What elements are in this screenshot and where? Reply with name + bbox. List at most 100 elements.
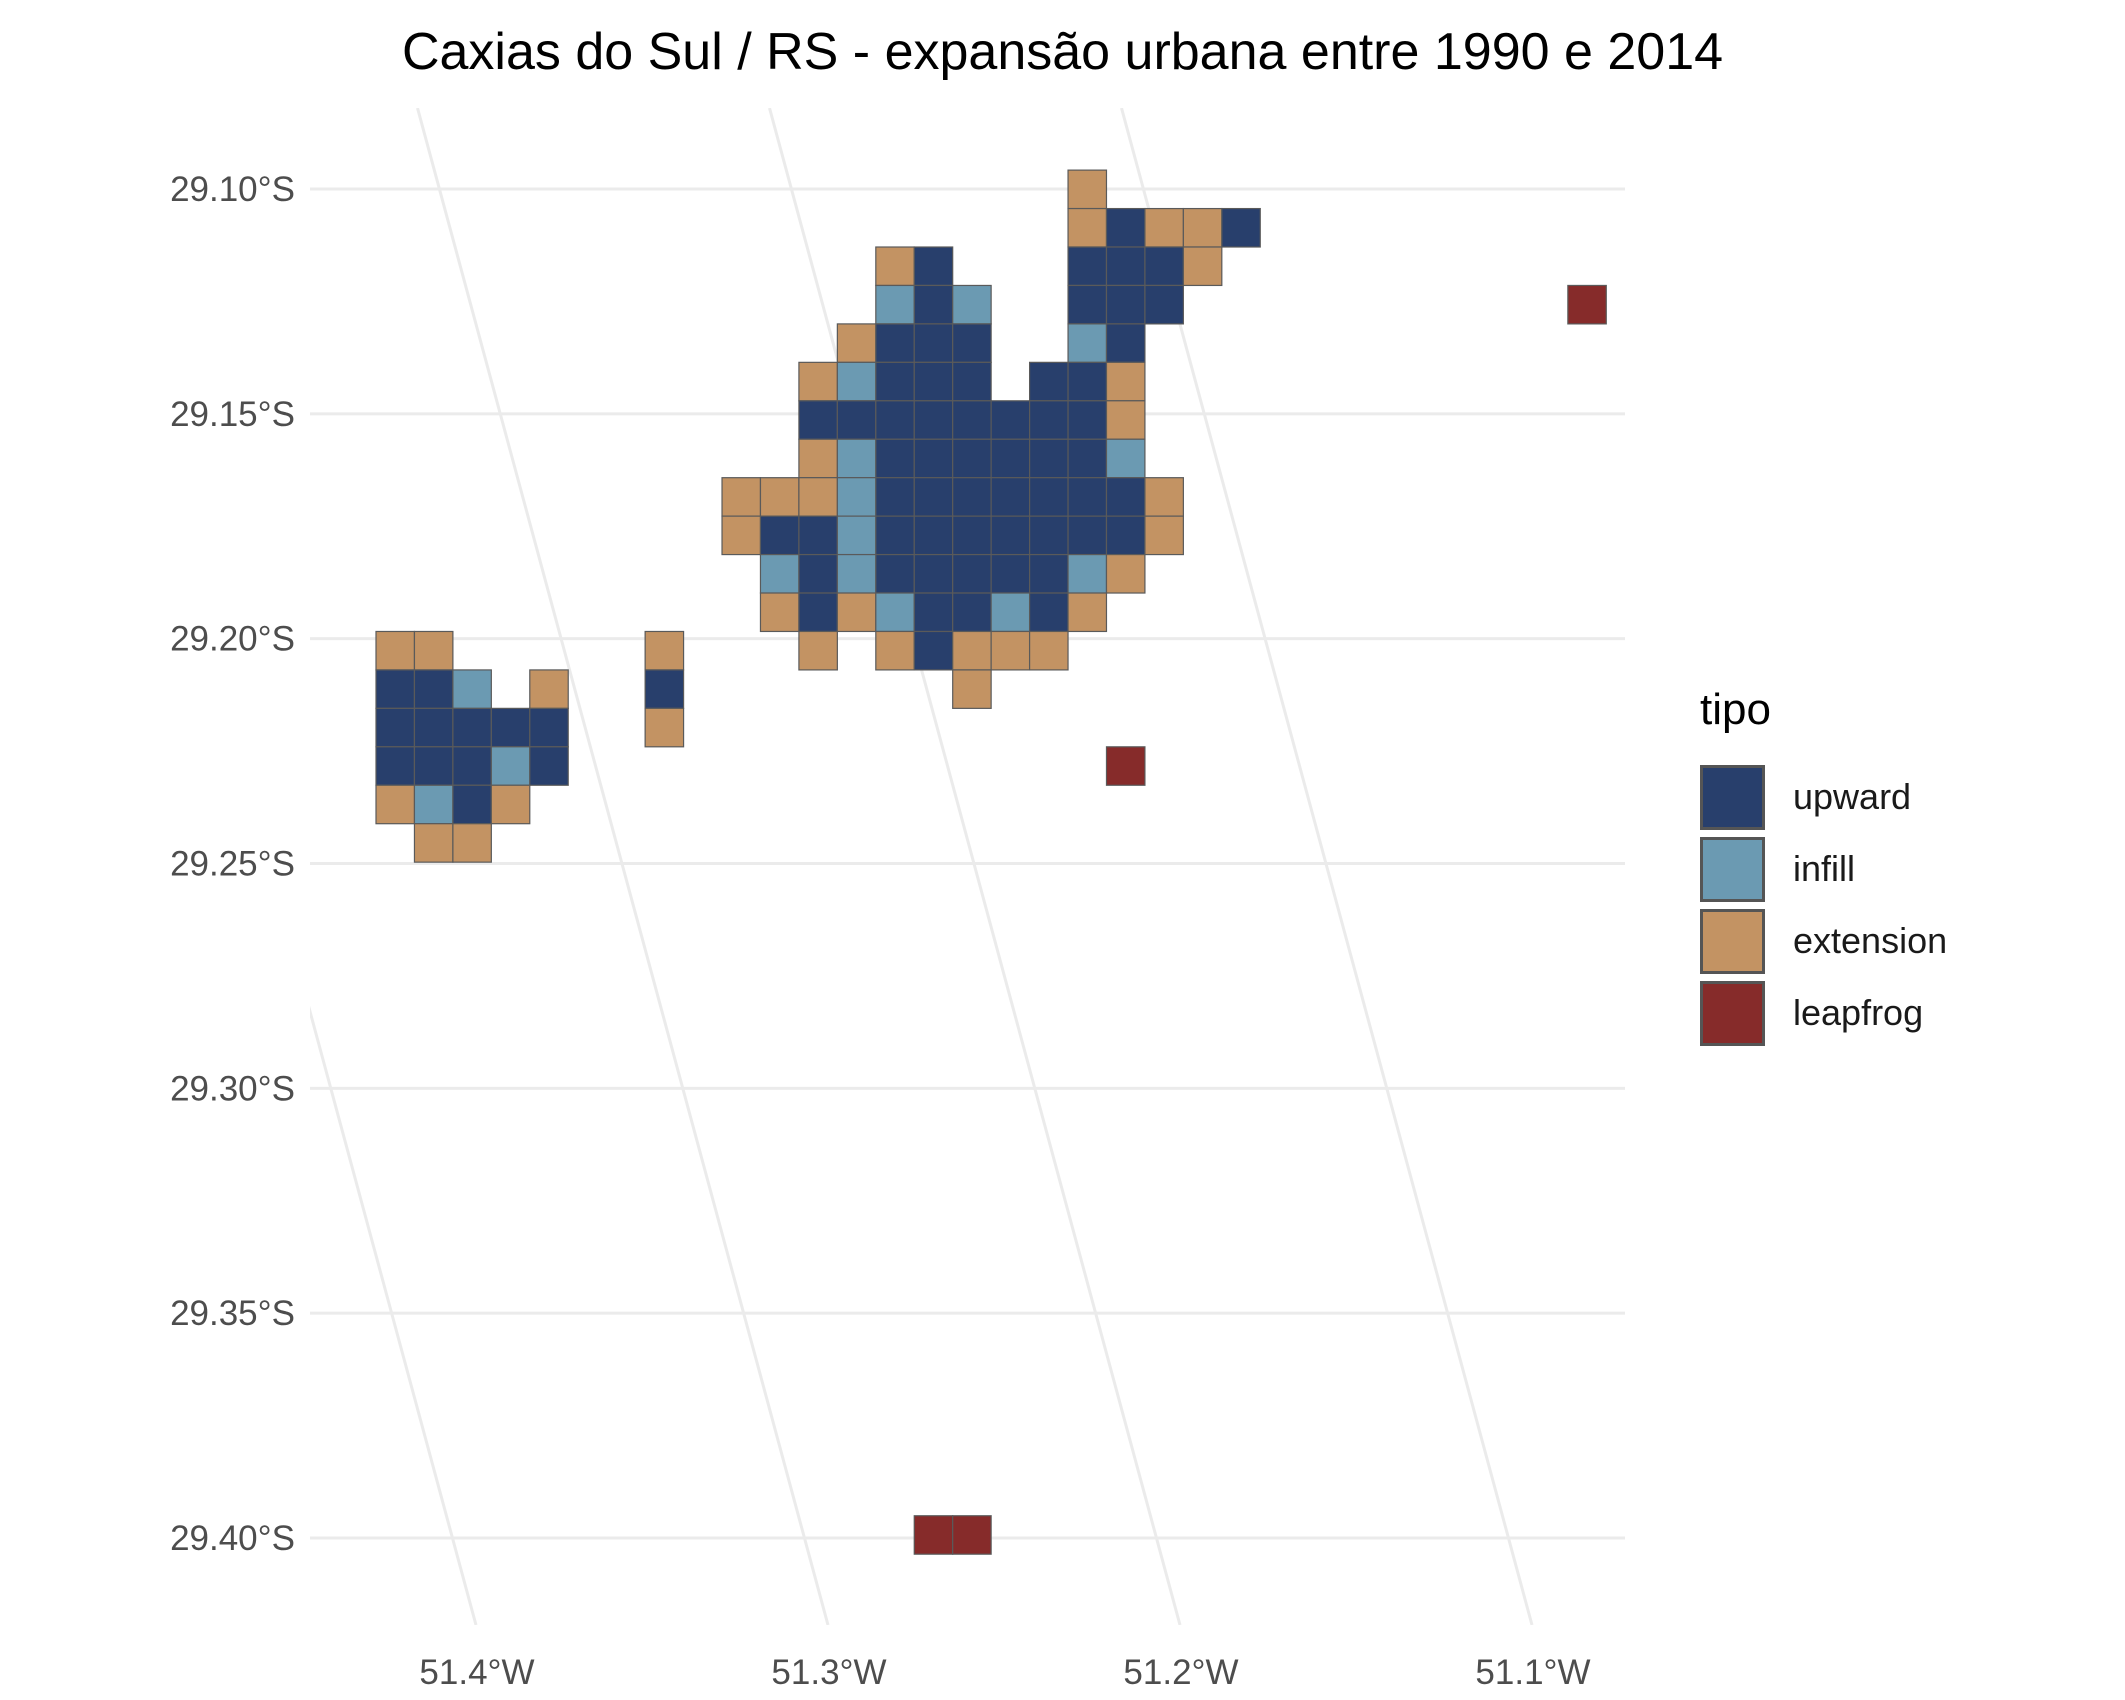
cell-upward bbox=[913, 284, 954, 325]
cell-extension bbox=[375, 784, 416, 825]
cell-extension bbox=[721, 477, 762, 517]
lon-tick-label: 51.3°W bbox=[771, 1653, 886, 1692]
lat-tick-label: 29.30°S bbox=[170, 1069, 295, 1108]
cell-upward bbox=[913, 553, 954, 594]
cell-extension bbox=[375, 630, 416, 671]
cell-upward bbox=[798, 553, 838, 594]
cell-extension bbox=[1067, 169, 1108, 210]
cell-upward bbox=[1105, 477, 1146, 517]
cell-upward bbox=[375, 669, 416, 709]
lon-tick-label: 51.4°W bbox=[419, 1653, 534, 1692]
cell-infill bbox=[990, 592, 1031, 633]
cell-extension bbox=[1182, 207, 1223, 248]
cell-upward bbox=[1028, 592, 1069, 633]
cell-extension bbox=[1067, 207, 1108, 248]
legend-title: tipo bbox=[1700, 685, 1771, 734]
cell-extension bbox=[1144, 207, 1184, 248]
cell-extension bbox=[875, 630, 915, 671]
cell-upward bbox=[375, 707, 416, 748]
cell-upward bbox=[952, 400, 992, 440]
cell-infill bbox=[875, 284, 915, 325]
cell-upward bbox=[990, 477, 1031, 517]
cell-extension bbox=[798, 630, 838, 671]
cell-upward bbox=[452, 746, 492, 786]
cell-upward bbox=[1028, 438, 1069, 479]
cell-upward bbox=[452, 707, 492, 748]
cell-extension bbox=[952, 630, 992, 671]
cell-upward bbox=[1028, 477, 1069, 517]
cell-infill bbox=[836, 515, 877, 556]
cell-upward bbox=[990, 553, 1031, 594]
cell-leapfrog bbox=[1567, 284, 1607, 325]
cell-upward bbox=[913, 400, 954, 440]
cell-upward bbox=[1067, 438, 1108, 479]
cell-upward bbox=[1067, 400, 1108, 440]
legend: tipo upward infill extension leapfrog bbox=[1700, 685, 1947, 1049]
cell-infill bbox=[875, 592, 915, 633]
cell-extension bbox=[798, 361, 838, 402]
cell-upward bbox=[913, 515, 954, 556]
lon-tick-label: 51.1°W bbox=[1475, 1653, 1590, 1692]
cell-extension bbox=[1105, 361, 1146, 402]
cell-upward bbox=[952, 323, 992, 363]
cell-upward bbox=[952, 592, 992, 633]
cell-leapfrog bbox=[952, 1515, 992, 1555]
cell-extension bbox=[1105, 553, 1146, 594]
cell-upward bbox=[913, 630, 954, 671]
cell-upward bbox=[952, 553, 992, 594]
cell-upward bbox=[644, 669, 685, 709]
cell-upward bbox=[529, 746, 569, 786]
lat-tick-label: 29.35°S bbox=[170, 1294, 295, 1333]
cell-extension bbox=[875, 246, 915, 287]
cell-upward bbox=[952, 477, 992, 517]
lon-gridline-0 bbox=[310, 1005, 478, 1625]
legend-label-infill: infill bbox=[1793, 848, 1856, 889]
cell-infill bbox=[836, 438, 877, 479]
cell-upward bbox=[875, 438, 915, 479]
cell-upward bbox=[875, 553, 915, 594]
cell-infill bbox=[836, 553, 877, 594]
cell-upward bbox=[990, 438, 1031, 479]
cell-upward bbox=[413, 707, 454, 748]
legend-label-extension: extension bbox=[1793, 920, 1948, 961]
cell-upward bbox=[1067, 477, 1108, 517]
lat-tick-label: 29.20°S bbox=[170, 620, 295, 659]
cell-upward bbox=[1028, 553, 1069, 594]
cell-upward bbox=[875, 400, 915, 440]
cell-extension bbox=[1105, 400, 1146, 440]
cell-upward bbox=[913, 323, 954, 363]
cell-upward bbox=[798, 400, 838, 440]
legend-key-leapfrog bbox=[1700, 980, 1765, 1046]
cell-upward bbox=[1028, 400, 1069, 440]
map-title: Caxias do Sul / RS - expansão urbana ent… bbox=[401, 23, 1724, 81]
cell-upward bbox=[990, 400, 1031, 440]
cell-extension bbox=[644, 707, 685, 748]
cell-upward bbox=[1067, 515, 1108, 556]
cell-extension bbox=[1182, 246, 1223, 287]
longitude-tick-labels: 51.4°W 51.3°W 51.2°W 51.1°W bbox=[419, 1653, 1590, 1692]
legend-item-infill: infill bbox=[1700, 833, 1947, 905]
cell-upward bbox=[1028, 361, 1069, 402]
cell-upward bbox=[952, 515, 992, 556]
legend-item-upward: upward bbox=[1700, 761, 1947, 833]
cell-upward bbox=[1067, 246, 1108, 287]
cell-extension bbox=[413, 823, 454, 863]
cell-extension bbox=[836, 592, 877, 633]
cell-infill bbox=[1067, 323, 1108, 363]
cell-upward bbox=[1221, 207, 1261, 248]
cell-leapfrog bbox=[913, 1515, 954, 1555]
expansion-cells bbox=[375, 169, 1607, 1555]
cell-extension bbox=[452, 823, 492, 863]
cell-infill bbox=[836, 477, 877, 517]
cell-upward bbox=[1067, 361, 1108, 402]
cell-leapfrog bbox=[1105, 746, 1146, 786]
cell-upward bbox=[759, 515, 800, 556]
cell-upward bbox=[1105, 515, 1146, 556]
cell-extension bbox=[413, 630, 454, 671]
legend-key-infill bbox=[1700, 836, 1765, 902]
cell-upward bbox=[452, 784, 492, 825]
cell-infill bbox=[1105, 438, 1146, 479]
cell-upward bbox=[1105, 207, 1146, 248]
cell-infill bbox=[952, 284, 992, 325]
